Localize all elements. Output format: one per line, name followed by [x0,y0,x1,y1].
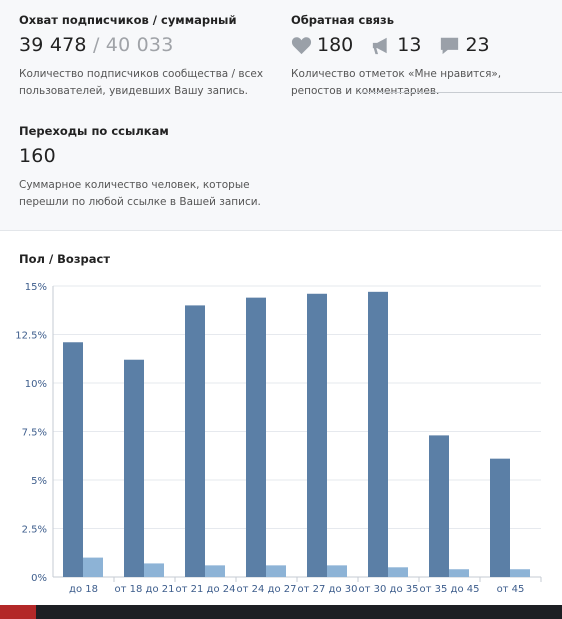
bar [205,565,225,577]
y-tick-label: 0% [31,573,47,584]
reach-values: 39 478 / 40 033 [19,34,269,56]
reach-subscribers: 39 478 [19,34,87,56]
x-category-label: от 35 до 45 [420,584,480,595]
bar [368,291,388,577]
likes-counter: 180 [291,34,353,56]
comments-count: 23 [465,34,490,56]
y-tick-label: 7.5% [22,428,47,439]
bar [124,359,144,577]
post-stats-panel: Охват подписчиков / суммарный 39 478 / 4… [0,0,562,231]
reach-total: 40 033 [105,34,174,56]
bar [144,563,164,577]
bar [63,342,83,577]
taskbar-start [0,605,36,619]
bar [388,567,408,577]
comment-icon [441,37,459,54]
bar [246,297,266,577]
x-category-label: до 18 [69,584,98,595]
reposts-count: 13 [397,34,422,56]
x-category-label: от 24 до 27 [237,584,297,595]
heart-icon [291,36,312,54]
bar [307,293,327,577]
megaphone-icon [373,37,387,54]
x-category-label: от 27 до 30 [298,584,358,595]
links-value: 160 [19,145,56,167]
links-title: Переходы по ссылкам [19,124,169,138]
y-tick-label: 5% [31,476,47,487]
y-tick-label: 2.5% [22,525,47,536]
y-tick-label: 15% [25,282,47,293]
reach-block: Охват подписчиков / суммарный 39 478 / 4… [19,13,269,100]
reach-description: Количество подписчиков сообщества / всех… [19,68,264,97]
bar [327,565,347,577]
x-category-label: от 45 [497,584,525,595]
age-gender-chart: 0%2.5%5%7.5%10%12.5%15%до 18 от 18 до 21 о… [15,282,542,595]
comments-counter: 23 [439,34,490,56]
x-category-label: от 30 до 35 [359,584,419,595]
feedback-block: Обратная связь 180 13 23 Количест [291,13,551,100]
feedback-title: Обратная связь [291,13,394,27]
x-category-label: от 18 до 21 [115,584,175,595]
chart-title: Пол / Возраст [19,252,110,266]
bar [266,565,286,577]
y-tick-label: 12.5% [15,331,47,342]
likes-count: 180 [317,34,354,56]
bar [449,569,469,577]
bar [185,305,205,577]
bar [490,458,510,577]
y-tick-label: 10% [25,379,47,390]
links-description: Суммарное количество человек, которые пе… [19,179,261,208]
taskbar [0,605,562,619]
feedback-counters: 180 13 23 [291,34,551,56]
x-category-label: от 21 до 24 [176,584,236,595]
bar [510,569,530,577]
divider-line [360,92,562,93]
bar [83,557,103,577]
reach-title: Охват подписчиков / суммарный [19,13,237,27]
feedback-description: Количество отметок «Мне нравится», репос… [291,68,502,97]
reach-separator: / [92,34,100,56]
links-block: Переходы по ссылкам 160 Суммарное количе… [19,124,269,211]
reposts-counter: 13 [371,34,421,56]
bar [429,435,449,577]
